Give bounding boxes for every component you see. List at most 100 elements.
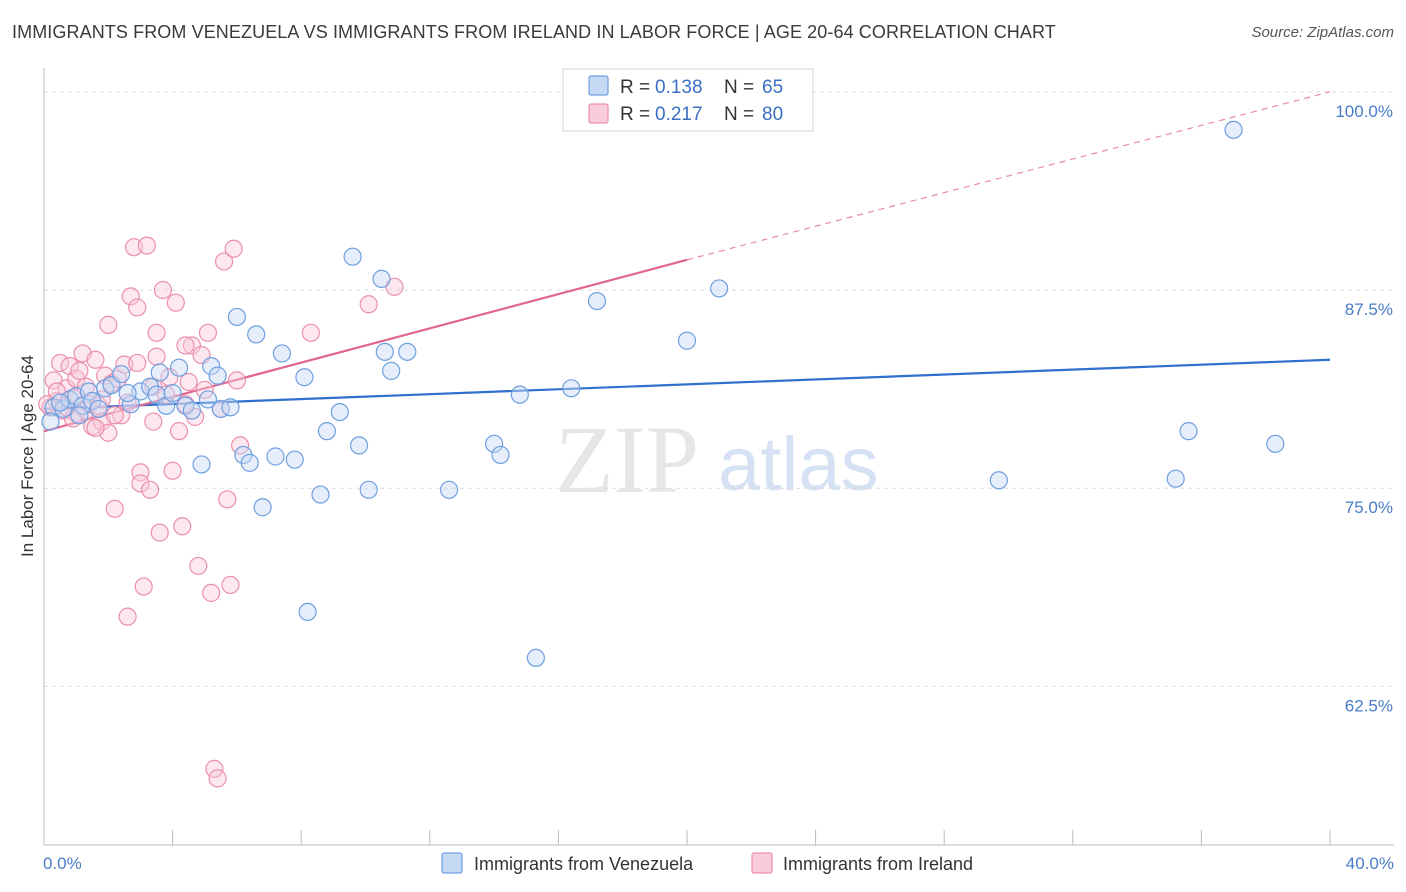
ireland-point-63: [227, 371, 246, 390]
ireland-point-19: [99, 315, 118, 334]
ireland-point-27: [118, 607, 137, 626]
venezuela-point-30: [253, 498, 272, 517]
venezuela-point-31: [266, 447, 285, 466]
ireland-point-38: [147, 347, 166, 366]
ireland-point-40: [153, 280, 173, 300]
ireland-point-75: [144, 412, 163, 431]
trendline-ireland-group: [43, 91, 1331, 433]
bottom-legend-label-venezuela: Immigrants from Venezuela: [474, 854, 694, 874]
y-tick-label-3: 62.5%: [1345, 696, 1393, 715]
ireland-point-57: [208, 769, 227, 788]
venezuela-point-54: [710, 279, 729, 298]
venezuela-point-51: [562, 379, 581, 398]
ireland-point-45: [169, 422, 189, 441]
ireland-point-60: [218, 490, 237, 509]
legend-r-value-ireland: 0.217: [655, 104, 703, 125]
venezuela-point-14: [150, 363, 169, 382]
ireland-point-48: [179, 372, 198, 392]
legend-r-label-venezuela: R =: [620, 77, 650, 98]
venezuela-point-43: [375, 342, 394, 361]
watermark-atlas: atlas: [718, 422, 879, 507]
ireland-point-43: [163, 461, 182, 480]
ireland-point-64: [231, 436, 250, 455]
trendline-ireland-extension: [686, 91, 1331, 261]
venezuela-point-34: [295, 368, 314, 387]
x-ticks: [43, 830, 1331, 845]
venezuela-point-10: [121, 395, 140, 414]
ireland-point-49: [182, 336, 201, 355]
venezuela-point-16: [163, 383, 182, 403]
venezuela-point-57: [1179, 422, 1198, 441]
venezuela-point-21: [198, 390, 218, 409]
venezuela-point-62: [118, 383, 137, 403]
axes: [43, 68, 1394, 846]
chart-title: IMMIGRANTS FROM VENEZUELA VS IMMIGRANTS …: [12, 22, 1056, 42]
gridlines: [44, 91, 1394, 687]
venezuela-point-48: [491, 445, 510, 465]
ireland-point-65: [301, 323, 320, 342]
y-tick-label-2: 75.0%: [1345, 498, 1393, 517]
venezuela-point-37: [317, 422, 337, 441]
venezuela-point-41: [359, 480, 378, 499]
venezuela-point-40: [349, 436, 369, 455]
trendline-ireland: [43, 258, 688, 433]
ireland-point-77: [176, 336, 195, 355]
legend-swatch-venezuela: [588, 75, 609, 96]
venezuela-point-63: [50, 393, 70, 412]
watermark-zip: ZIP: [555, 406, 699, 513]
ireland-point-33: [134, 577, 153, 596]
venezuela-point-55: [989, 471, 1008, 490]
venezuela-point-38: [330, 403, 349, 422]
venezuela-point-9: [112, 364, 131, 384]
venezuela-point-36: [311, 485, 330, 504]
ireland-point-70: [86, 418, 105, 438]
venezuela-point-17: [169, 358, 189, 377]
ireland-point-37: [147, 323, 166, 342]
venezuela-point-28: [240, 453, 259, 472]
venezuela-point-53: [677, 331, 697, 350]
trendline-venezuela: [43, 358, 1331, 411]
venezuela-point-64: [89, 399, 108, 419]
ireland-point-46: [173, 517, 192, 536]
legend-n-label-ireland: N =: [724, 104, 754, 125]
bottom-legend-label-ireland: Immigrants from Ireland: [783, 854, 973, 874]
venezuela-point-60: [41, 412, 60, 431]
legend-n-value-venezuela: 65: [762, 77, 783, 98]
stats-legend: R = 0.138 N = 65 R = 0.217 N = 80: [562, 68, 814, 132]
venezuela-point-35: [298, 602, 317, 622]
venezuela-point-61: [70, 406, 89, 425]
ireland-point-56: [205, 759, 224, 778]
venezuela-point-19: [182, 401, 201, 420]
venezuela-point-26: [227, 307, 246, 327]
y-tick-label-1: 87.5%: [1345, 300, 1393, 319]
legend-n-label-venezuela: N =: [724, 77, 754, 98]
series-legend: Immigrants from Venezuela Immigrants fro…: [441, 852, 973, 874]
venezuela-point-23: [208, 366, 227, 385]
venezuela-point-46: [439, 480, 459, 499]
venezuela-point-29: [247, 325, 266, 344]
ireland-point-32: [131, 474, 150, 493]
ireland-point-66: [359, 295, 378, 314]
ireland-point-35: [140, 480, 160, 499]
ireland-point-55: [202, 583, 221, 602]
ireland-point-44: [166, 293, 185, 312]
ireland-point-53: [195, 380, 214, 399]
legend-n-value-ireland: 80: [762, 104, 783, 125]
ireland-point-39: [150, 523, 169, 542]
y-tick-labels: 100.0% 87.5% 75.0% 62.5%: [1335, 102, 1393, 716]
trendline-venezuela-group: [43, 358, 1331, 411]
venezuela-point-49: [510, 385, 529, 404]
ireland-point-54: [198, 323, 218, 342]
venezuela-point-44: [382, 361, 401, 380]
ireland-point-15: [86, 350, 105, 369]
source-label: Source: ZipAtlas.com: [1251, 24, 1394, 41]
ireland-point-28: [121, 287, 140, 306]
venezuela-point-47: [485, 434, 504, 453]
venezuela-point-45: [398, 342, 417, 361]
venezuela-point-42: [372, 269, 391, 288]
x-tick-label-min: 0.0%: [43, 854, 82, 873]
ireland-point-34: [137, 236, 156, 255]
venezuela-point-52: [587, 292, 607, 311]
ireland-point-76: [128, 353, 147, 373]
ireland-point-30: [128, 298, 147, 317]
